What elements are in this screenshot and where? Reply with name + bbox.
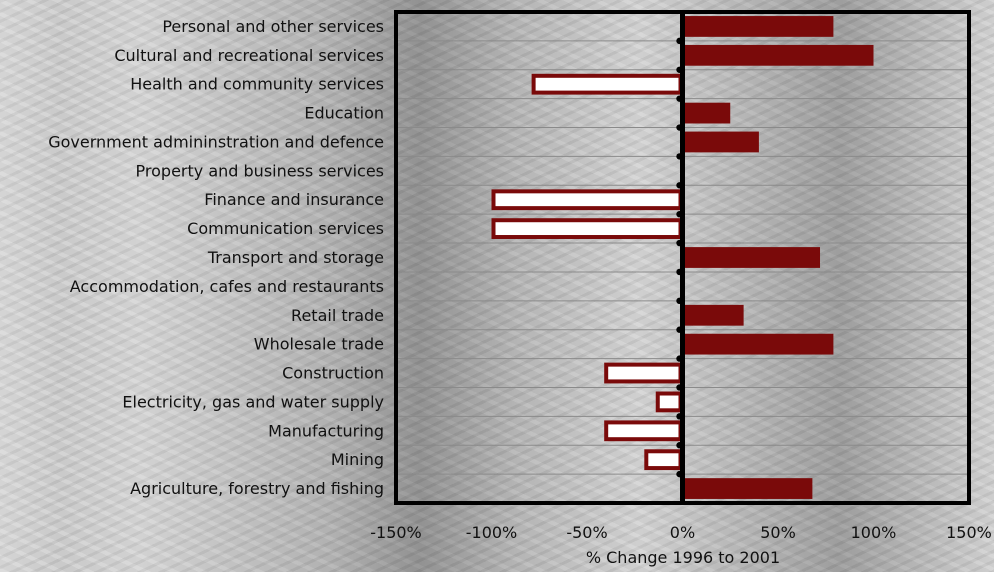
category-labels: Personal and other services Cultural and …	[48, 17, 384, 498]
axis-tick-mark	[676, 470, 683, 478]
bar	[644, 449, 683, 471]
category-label: Mining	[331, 450, 384, 469]
bars	[491, 16, 874, 499]
category-label: Communication services	[187, 219, 384, 238]
bar	[684, 247, 821, 268]
category-label: Agriculture, forestry and fishing	[130, 479, 384, 498]
bar	[684, 478, 813, 499]
axis-tick-mark	[676, 124, 683, 131]
category-label: Education	[304, 104, 384, 123]
axis-tick-mark	[676, 326, 683, 333]
bar	[604, 362, 683, 384]
axis-tick-mark	[676, 355, 683, 362]
category-label: Government admininstration and defence	[48, 132, 384, 151]
category-label: Construction	[282, 364, 384, 383]
category-label: Finance and insurance	[204, 190, 384, 209]
axis-tick-mark	[676, 239, 683, 247]
axis-tick-mark	[676, 66, 683, 73]
axis-tick-mark	[676, 210, 683, 218]
category-label: Electricity, gas and water supply	[122, 392, 384, 411]
bar	[491, 189, 683, 211]
axis-tick-mark	[676, 37, 683, 45]
bar	[684, 102, 731, 124]
x-tick-label: -150%	[370, 523, 422, 542]
x-tick-label: 150%	[946, 523, 992, 542]
category-label: Manufacturing	[268, 421, 384, 440]
x-tick-label: 0%	[670, 523, 695, 542]
bar	[655, 391, 683, 413]
bar	[604, 420, 683, 442]
bar	[684, 131, 759, 153]
axis-tick-mark	[676, 384, 683, 391]
category-label: Retail trade	[291, 306, 384, 325]
category-label: Health and community services	[130, 75, 384, 94]
category-label: Accommodation, cafes and restaurants	[70, 277, 384, 296]
axis-tick-mark	[676, 268, 683, 276]
x-tick-label: -100%	[466, 523, 518, 542]
plot-frame	[394, 10, 971, 505]
axis-tick-mark	[676, 413, 683, 420]
category-label: Cultural and recreational services	[114, 46, 384, 65]
category-label: Transport and storage	[207, 248, 384, 267]
x-axis-title: % Change 1996 to 2001	[586, 548, 780, 567]
bar	[684, 44, 874, 66]
category-label: Wholesale trade	[254, 335, 384, 354]
bar	[531, 73, 683, 95]
bar	[684, 333, 834, 355]
x-tick-label: 50%	[760, 523, 796, 542]
axis-tick-mark	[676, 153, 683, 160]
category-label: Personal and other services	[162, 17, 384, 36]
axis-tick-mark	[676, 182, 683, 189]
x-tick-label: 100%	[851, 523, 897, 542]
bar	[684, 16, 834, 37]
axis-tick-mark	[676, 95, 683, 102]
bar	[491, 218, 683, 240]
axis-tick-mark	[676, 297, 683, 305]
category-label: Property and business services	[136, 161, 384, 180]
x-tick-label: -50%	[566, 523, 607, 542]
bar	[684, 304, 744, 326]
axis-tick-mark	[676, 442, 683, 449]
x-tick-labels: -150% -100% -50% 0% 50% 100% 150%	[370, 523, 992, 542]
